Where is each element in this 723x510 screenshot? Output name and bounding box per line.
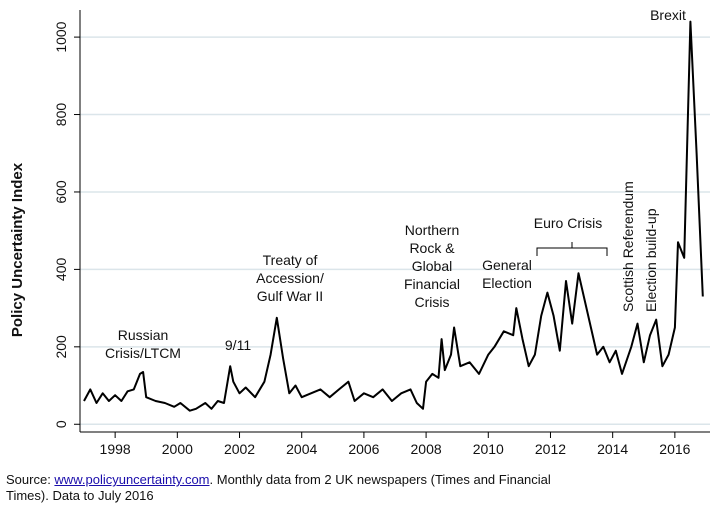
source-text: . Monthly data from 2 UK newspapers (Tim… (209, 472, 551, 487)
annotation: 9/11 (225, 337, 251, 353)
y-tick-label: 0 (53, 420, 69, 428)
annotation: Election build-up (643, 208, 659, 312)
annotation: Global (412, 258, 452, 274)
y-axis-label: Policy Uncertainty Index (9, 162, 26, 337)
x-tick-label: 2012 (535, 441, 566, 457)
source-note: Source: www.policyuncertainty.com. Month… (6, 472, 721, 504)
annotation: Gulf War II (257, 288, 323, 304)
x-tick-label: 2010 (473, 441, 504, 457)
x-tick-label: 2004 (286, 441, 317, 457)
y-tick-label: 600 (53, 180, 69, 204)
x-tick-label: 2016 (659, 441, 690, 457)
x-tick-label: 2014 (597, 441, 628, 457)
y-tick-label: 200 (53, 335, 69, 359)
chart: Policy Uncertainty Index 0 200 400 600 800 10… (9, 7, 710, 457)
annotation: Financial (404, 276, 460, 292)
x-tick-label: 2006 (348, 441, 379, 457)
annotation: Northern (405, 222, 459, 238)
x-tick-label: 1998 (100, 441, 131, 457)
y-tick-label: 1000 (53, 21, 69, 52)
annotation: General (482, 257, 532, 273)
annotation: Crisis/LTCM (105, 345, 181, 361)
bracket (536, 242, 608, 256)
annotation: Scottish Referendum (620, 181, 636, 312)
source-text: Times). Data to July 2016 (6, 488, 154, 503)
annotation: Euro Crisis (534, 215, 602, 231)
annotation: Accession/ (256, 270, 324, 286)
annotation: Brexit (650, 7, 686, 23)
source-prefix: Source: (6, 472, 55, 487)
annotation: Rock & (409, 240, 455, 256)
source-link[interactable]: www.policyuncertainty.com (54, 472, 210, 487)
x-tick-label: 2000 (162, 441, 193, 457)
data-line (83, 20, 704, 412)
annotation: Election (482, 275, 532, 291)
annotation: Russian (118, 327, 169, 343)
y-tick-label: 800 (53, 103, 69, 127)
x-tick-label: 2008 (411, 441, 442, 457)
x-tick-label: 2002 (224, 441, 255, 457)
annotation: Crisis (415, 294, 450, 310)
y-tick-label: 400 (53, 258, 69, 282)
annotation: Treaty of (263, 252, 318, 268)
